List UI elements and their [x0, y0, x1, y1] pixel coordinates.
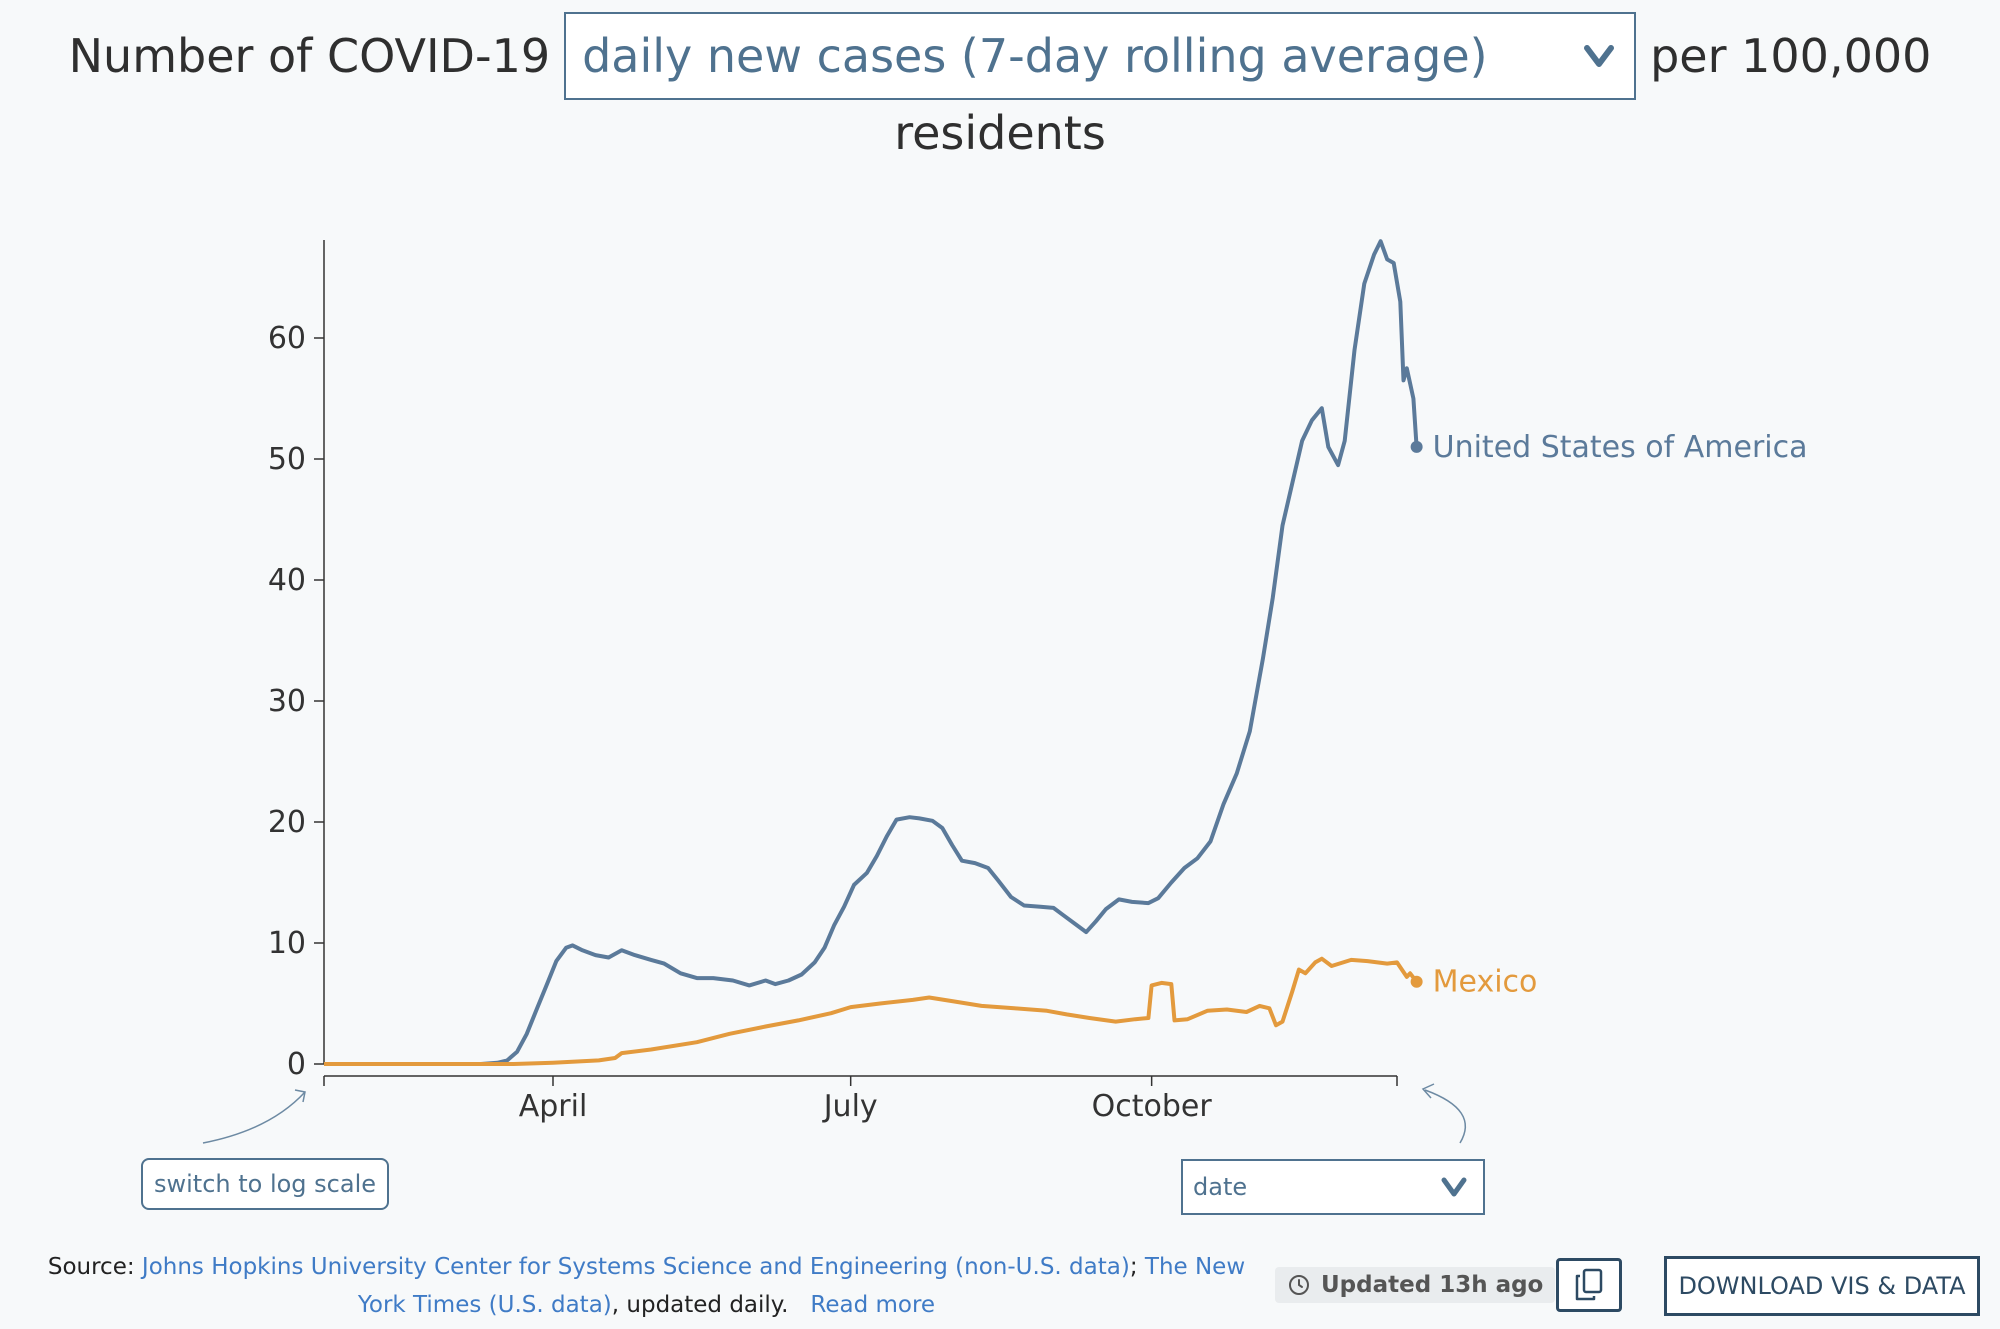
- y-tick-label: 10: [268, 926, 306, 961]
- read-more-link[interactable]: Read more: [810, 1292, 936, 1318]
- updated-daily-text: , updated daily.: [611, 1292, 789, 1318]
- title-prefix: Number of COVID-19: [68, 29, 551, 83]
- updated-text: Updated 13h ago: [1321, 1272, 1544, 1298]
- chart-axes: 0 10 20 30 40 50 60 April July October: [268, 240, 1398, 1124]
- x-tick-label: July: [822, 1089, 878, 1124]
- copy-button[interactable]: [1556, 1258, 1622, 1312]
- source-separator: ;: [1129, 1254, 1138, 1280]
- x-axis-hint-arrowhead: [1421, 1083, 1435, 1099]
- y-tick-label: 30: [268, 684, 306, 719]
- y-tick-label: 20: [268, 805, 306, 840]
- source-link-nyt[interactable]: The New York Times (U.S. data): [357, 1254, 1246, 1318]
- updated-badge: Updated 13h ago: [1275, 1267, 1556, 1303]
- series-line-united-states-of-america: [324, 239, 1419, 1066]
- metric-select-value: daily new cases (7-day rolling average): [582, 29, 1488, 83]
- chevron-down-icon: [1441, 1177, 1467, 1197]
- series-label-mexico: Mexico: [1433, 965, 1538, 1000]
- chart-lines: United States of America Mexico: [324, 239, 1808, 1066]
- series-end-point-united-states-of-america: [1410, 440, 1423, 453]
- series-end-point-mexico: [1410, 975, 1423, 988]
- title-line2: residents: [894, 106, 1106, 160]
- x-axis-hint-arrow: [1424, 1089, 1466, 1144]
- title-suffix: per 100,000: [1650, 29, 1932, 83]
- source-label: Source:: [47, 1254, 135, 1280]
- source-note: Source: Johns Hopkins University Center …: [24, 1248, 1269, 1324]
- y-tick-label: 50: [268, 442, 306, 477]
- copy-icon: [1575, 1268, 1603, 1301]
- y-tick-label: 40: [268, 563, 306, 598]
- x-axis-select[interactable]: date: [1181, 1159, 1485, 1215]
- y-tick-label: 0: [287, 1047, 306, 1082]
- chevron-down-icon: [1584, 45, 1615, 67]
- x-axis-select-value: date: [1193, 1173, 1248, 1201]
- metric-select[interactable]: daily new cases (7-day rolling average): [564, 12, 1637, 100]
- x-tick-label: April: [519, 1089, 588, 1124]
- clock-icon: [1289, 1275, 1309, 1295]
- log-scale-hint-arrowhead: [294, 1089, 306, 1103]
- download-button[interactable]: DOWNLOAD VIS & DATA: [1664, 1256, 1980, 1316]
- x-tick-label: October: [1092, 1089, 1213, 1124]
- log-scale-button[interactable]: switch to log scale: [141, 1158, 389, 1210]
- y-tick-label: 60: [268, 321, 306, 356]
- series-label-united-states-of-america: United States of America: [1433, 430, 1808, 465]
- series-line-mexico: [324, 956, 1419, 1066]
- log-scale-hint-arrow: [202, 1091, 306, 1144]
- chart-title: Number of COVID-19 daily new cases (7-da…: [0, 12, 2000, 100]
- source-link-jhu[interactable]: Johns Hopkins University Center for Syst…: [141, 1254, 1130, 1280]
